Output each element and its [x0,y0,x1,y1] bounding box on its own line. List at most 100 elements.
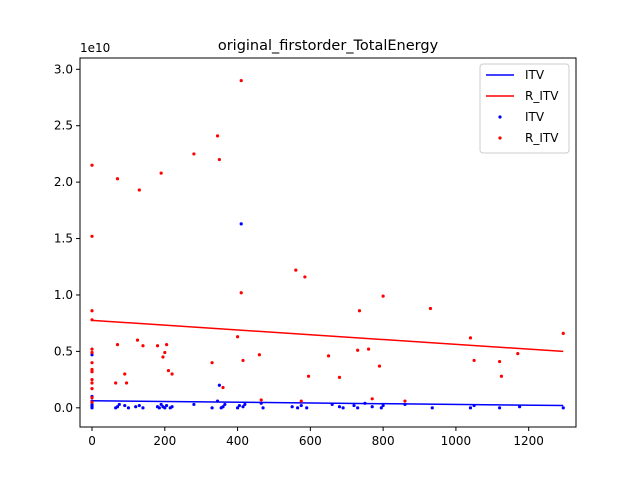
axes-frame [79,57,577,428]
data-point-itv [235,406,240,410]
data-point-itv [290,405,294,409]
data-point-r-itv [163,350,167,355]
data-point-itv [141,406,145,410]
data-point-itv [379,406,383,410]
data-point-r-itv [377,364,382,368]
data-point-r-itv [90,309,94,313]
x-tick-label: 200 [153,434,176,448]
legend: ITV R_ITV ITV R_ITV [479,63,570,154]
data-point-r-itv [170,372,174,376]
data-point-r-itv [141,344,145,348]
data-point-r-itv [137,188,141,192]
data-point-r-itv [221,385,225,390]
legend-label: ITV [525,110,545,124]
x-tick-label: 1200 [513,434,544,448]
data-point-r-itv [403,399,407,403]
data-point-r-itv [366,347,371,351]
data-point-itv [159,402,163,407]
data-point-r-itv [303,275,307,279]
legend-marker-swatch [498,115,502,119]
data-point-r-itv [217,157,221,162]
y-tick-label: 1.0 [54,288,73,302]
data-point-r-itv [337,375,342,379]
data-point-r-itv [90,163,94,167]
data-point-itv [90,406,94,410]
series-line-itv [92,399,564,407]
data-point-r-itv [166,368,171,373]
y-tick-label: 2.0 [54,175,73,189]
plot-area [90,78,565,410]
data-point-r-itv [259,398,263,402]
data-point-r-itv [90,370,94,374]
data-point-r-itv [381,294,385,298]
data-point-r-itv [115,177,120,181]
data-point-r-itv [90,350,94,355]
data-point-itv [217,383,221,387]
data-point-itv [123,403,127,408]
data-point-r-itv [90,400,94,404]
data-point-itv [210,406,214,410]
x-tick-label: 0 [88,434,96,448]
data-point-itv [170,405,174,409]
data-point-r-itv [561,331,565,335]
data-point-itv [296,406,300,410]
data-point-itv [497,406,502,410]
data-point-r-itv [294,268,298,272]
data-point-r-itv [239,78,243,83]
data-point-itv [239,222,243,226]
data-point-itv [223,402,227,407]
data-point-r-itv [159,171,163,175]
y-axis-offset-label: 1e10 [80,41,110,55]
legend-marker-swatch [498,136,502,140]
data-point-itv [215,399,220,403]
data-point-itv [337,405,342,409]
data-point-itv [237,403,241,408]
data-point-r-itv [499,374,503,378]
data-point-itv [115,405,120,409]
x-tick-label: 400 [226,434,249,448]
data-point-itv [157,406,161,410]
data-point-itv [243,402,247,407]
data-point-itv [403,402,407,407]
data-point-r-itv [468,336,473,340]
legend-label: ITV [525,68,545,82]
series-line-r-itv [91,319,564,353]
data-point-r-itv [123,372,127,376]
data-point-r-itv [299,399,303,403]
data-point-itv [221,405,225,409]
data-point-r-itv [135,338,140,342]
data-point-itv [341,406,345,410]
data-point-itv [472,403,476,408]
data-point-r-itv [90,347,94,351]
data-point-r-itv [90,234,94,238]
data-point-r-itv [115,343,120,347]
x-tick-label: 600 [299,434,322,448]
data-point-r-itv [90,381,94,385]
data-point-itv [561,406,565,410]
data-point-r-itv [497,359,502,364]
data-point-itv [363,401,367,405]
data-point-r-itv [472,358,476,363]
y-tick-label: 0.5 [54,344,73,358]
data-point-itv [356,406,360,410]
data-point-itv [90,353,94,357]
data-point-r-itv [161,355,165,359]
y-tick-label: 1.5 [54,232,73,246]
data-point-itv [430,406,434,410]
data-point-itv [370,405,374,409]
data-point-itv [330,402,334,407]
data-point-itv [381,403,385,408]
data-point-r-itv [370,397,374,401]
data-point-r-itv [90,318,94,322]
data-point-itv [261,406,265,410]
x-tick-label: 1000 [441,434,472,448]
data-point-itv [126,406,130,410]
data-point-r-itv [306,374,311,378]
y-tick-label: 3.0 [54,62,73,76]
y-tick-label: 0.0 [54,401,73,415]
data-point-itv [299,403,303,408]
data-point-itv [352,403,356,408]
data-point-itv [517,405,522,409]
data-point-r-itv [241,358,245,363]
